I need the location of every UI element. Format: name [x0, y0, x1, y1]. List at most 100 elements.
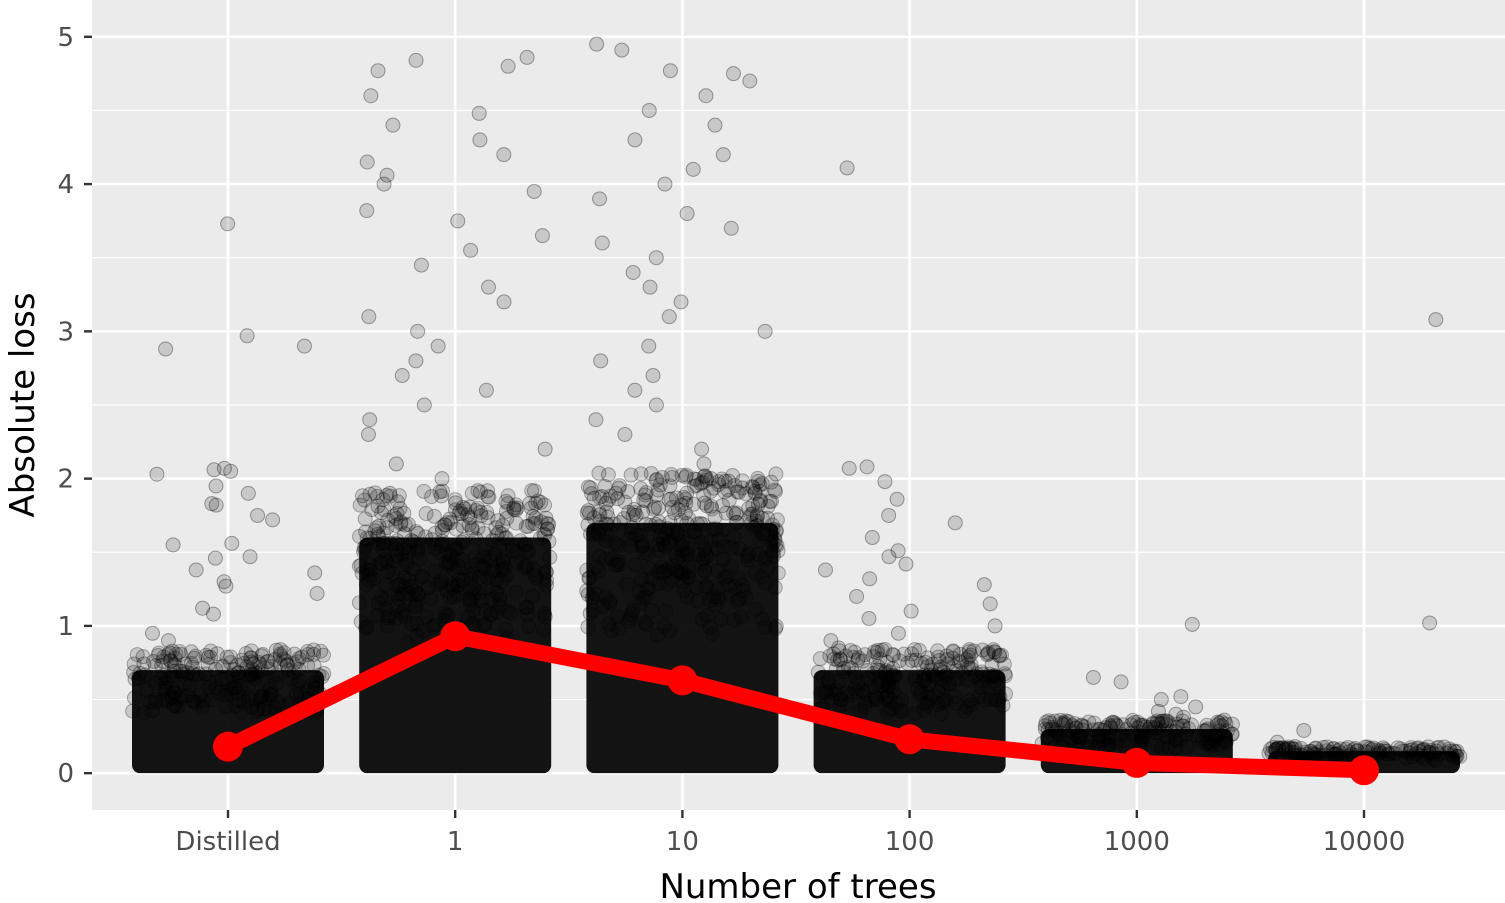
data-point	[1212, 723, 1228, 739]
data-point	[824, 692, 840, 708]
data-point	[585, 526, 601, 542]
data-point	[449, 577, 465, 593]
data-point	[752, 493, 768, 509]
data-point	[495, 518, 511, 534]
data-point	[526, 561, 542, 577]
data-point	[758, 575, 774, 591]
data-point	[202, 675, 218, 691]
data-point	[293, 686, 309, 702]
data-point	[167, 650, 183, 666]
data-point	[920, 650, 936, 666]
data-point	[477, 561, 493, 577]
outlier-point	[206, 462, 222, 478]
outlier-point	[165, 537, 181, 553]
outlier-point	[650, 500, 666, 516]
outlier-point	[239, 328, 255, 344]
data-point	[1095, 732, 1111, 748]
data-point	[377, 592, 393, 608]
outlier-point	[1287, 739, 1303, 755]
outlier-point	[661, 309, 677, 325]
data-point	[1159, 713, 1175, 729]
data-point	[1441, 741, 1457, 757]
data-point	[939, 668, 955, 684]
outlier-point	[478, 382, 494, 398]
data-point	[1109, 718, 1125, 734]
data-point	[508, 584, 524, 600]
data-point	[945, 643, 961, 659]
data-point	[476, 617, 492, 633]
data-point	[1361, 740, 1377, 756]
data-point	[427, 525, 443, 541]
outlier-point	[1216, 712, 1232, 728]
data-point	[749, 518, 765, 534]
data-point	[765, 521, 781, 537]
data-point	[396, 603, 412, 619]
data-point	[1198, 722, 1214, 738]
data-point	[441, 554, 457, 570]
data-point	[634, 538, 650, 554]
outlier-point	[953, 655, 969, 671]
data-point	[508, 515, 524, 531]
data-point	[750, 546, 766, 562]
outlier-point	[662, 63, 678, 79]
data-point	[464, 520, 480, 536]
data-point	[446, 562, 462, 578]
data-point	[388, 517, 404, 533]
data-point	[882, 693, 898, 709]
data-point	[714, 522, 730, 538]
data-point	[200, 657, 216, 673]
data-point	[907, 705, 923, 721]
data-point	[477, 541, 493, 557]
data-point	[480, 580, 496, 596]
data-point	[1284, 740, 1300, 756]
outlier-point	[363, 88, 379, 104]
data-point	[1371, 745, 1387, 761]
data-point	[434, 533, 450, 549]
data-point	[1372, 745, 1388, 761]
data-point	[966, 643, 982, 659]
data-point	[637, 487, 653, 503]
data-point	[1421, 744, 1437, 760]
outlier-point	[641, 338, 657, 354]
data-point	[759, 527, 775, 543]
data-point	[830, 652, 846, 668]
data-point	[382, 488, 398, 504]
data-point	[963, 657, 979, 673]
data-point	[200, 649, 216, 665]
data-point	[407, 599, 423, 615]
data-point	[538, 564, 554, 580]
data-point	[836, 664, 852, 680]
data-point	[610, 491, 626, 507]
outlier-point	[673, 294, 689, 310]
data-point	[362, 562, 378, 578]
data-point	[462, 510, 478, 526]
data-point	[651, 564, 667, 580]
data-point	[357, 542, 373, 558]
data-point	[1381, 746, 1397, 762]
data-point	[390, 578, 406, 594]
data-point	[463, 571, 479, 587]
data-point	[475, 549, 491, 565]
data-point	[1039, 729, 1055, 745]
outlier-point	[534, 228, 550, 244]
data-point	[429, 577, 445, 593]
data-point	[1204, 730, 1220, 746]
data-point	[225, 667, 241, 683]
data-point	[694, 534, 710, 550]
outlier-point	[685, 161, 701, 177]
data-point	[961, 642, 977, 658]
data-point	[681, 563, 697, 579]
data-point	[1425, 751, 1441, 767]
data-point	[524, 483, 540, 499]
data-point	[652, 528, 668, 544]
data-point	[1214, 718, 1230, 734]
data-point	[376, 502, 392, 518]
data-point	[828, 661, 844, 677]
data-point	[353, 614, 369, 630]
data-point	[690, 516, 706, 532]
data-point	[148, 675, 164, 691]
data-point	[528, 495, 544, 511]
data-point	[183, 655, 199, 671]
data-point	[362, 531, 378, 547]
data-point	[272, 646, 288, 662]
